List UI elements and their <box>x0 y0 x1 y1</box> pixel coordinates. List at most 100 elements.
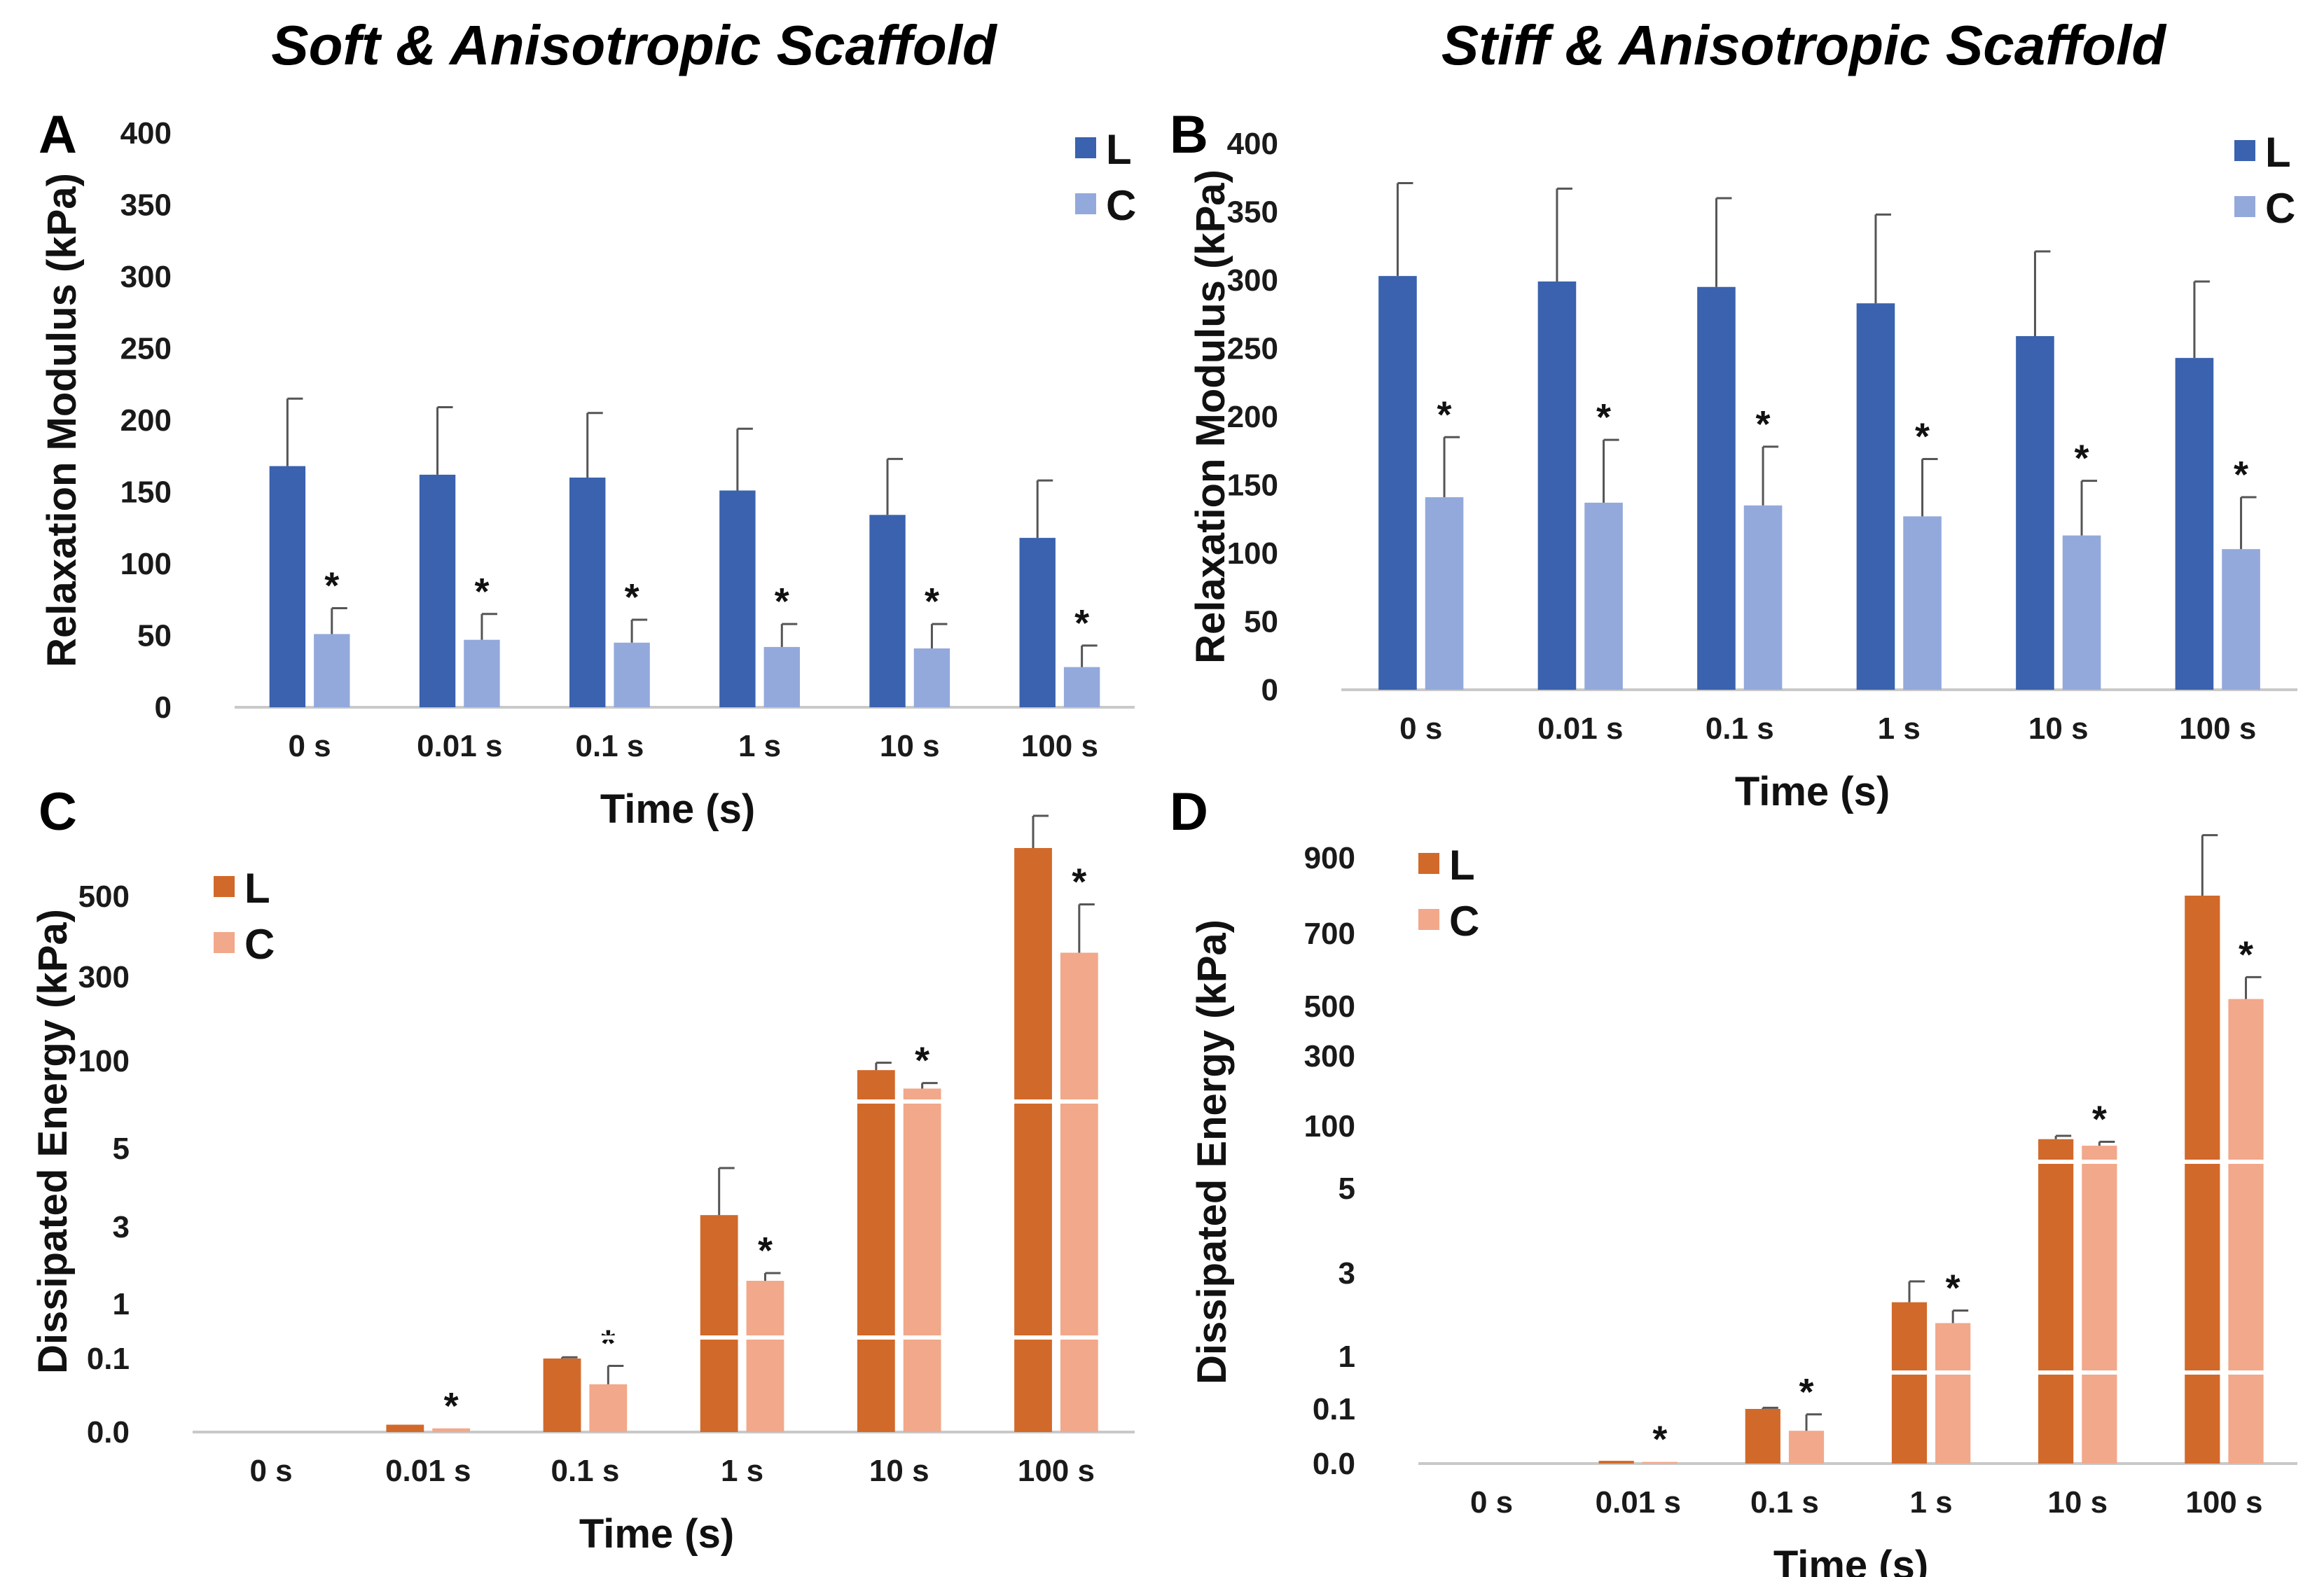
legend-label-L: L <box>1106 126 1132 173</box>
bar-C-0.01s <box>1642 1461 1678 1464</box>
x-tick-label: 0.01 s <box>385 1454 471 1488</box>
y-tick-label: 5 <box>113 1132 130 1166</box>
x-axis-title: Time (s) <box>579 1511 734 1557</box>
bar-L-10s <box>2016 335 2054 690</box>
y-tick-label: 100 <box>78 1044 130 1078</box>
y-tick-label: 200 <box>1227 400 1278 434</box>
bar-C-1s <box>1935 1323 1971 1464</box>
x-tick-label: 10 s <box>2047 1485 2108 1520</box>
significance-star: * <box>1074 602 1089 644</box>
y-tick-label: 300 <box>1227 263 1278 298</box>
x-tick-label: 0.1 s <box>1706 711 1774 746</box>
significance-star: * <box>1437 394 1452 436</box>
legend-swatch-L <box>2234 140 2255 161</box>
significance-star: * <box>324 565 339 607</box>
y-tick-label: 900 <box>1304 841 1355 875</box>
bar-C-1s <box>746 1281 784 1432</box>
y-tick-label: 0 <box>1261 673 1278 707</box>
y-tick-label: 50 <box>1244 605 1278 639</box>
y-tick-label: 200 <box>120 403 172 438</box>
right-column-title: Stiff & Anisotropic Scaffold <box>1441 14 2167 76</box>
bar-L-0s <box>269 466 306 707</box>
bar-C-1s <box>763 646 800 707</box>
bar-L-100s <box>2185 896 2220 1464</box>
bar-L-0.01s <box>1537 281 1577 690</box>
significance-star: * <box>1596 396 1611 438</box>
y-tick-label: 100 <box>1304 1109 1355 1144</box>
panel-label-A: A <box>39 105 77 165</box>
y-tick-label: 300 <box>120 260 172 294</box>
x-tick-label: 0.1 s <box>1750 1485 1819 1520</box>
y-tick-label: 350 <box>120 188 172 223</box>
legend-label-L: L <box>2265 129 2291 176</box>
bar-L-0s <box>1378 276 1417 690</box>
bar-C-100s <box>1060 952 1098 1432</box>
bar-C-0.01s <box>432 1428 471 1432</box>
y-tick-label: 400 <box>120 116 172 151</box>
bar-L-1s <box>1856 303 1895 690</box>
y-tick-label: 500 <box>1304 989 1355 1024</box>
significance-star: * <box>1072 861 1086 903</box>
panel-label-C: C <box>39 782 77 842</box>
bar-L-0.01s <box>1598 1461 1634 1464</box>
x-axis-title: Time (s) <box>1735 769 1890 814</box>
x-axis-title: Time (s) <box>1773 1543 1928 1577</box>
panel-label-D: D <box>1170 782 1208 842</box>
bar-C-10s <box>2062 535 2101 690</box>
significance-star: * <box>1915 415 1930 457</box>
significance-star: * <box>2075 438 2089 480</box>
significance-star: * <box>625 576 639 618</box>
x-tick-label: 0 s <box>288 729 331 763</box>
bar-C-0s <box>1425 497 1464 690</box>
bar-L-100s <box>2175 358 2214 690</box>
significance-star: * <box>2234 454 2248 496</box>
legend-swatch-L <box>1418 853 1439 874</box>
y-tick-label: 250 <box>1227 332 1278 366</box>
y-tick-label: 0.0 <box>87 1415 130 1450</box>
x-tick-label: 0.1 s <box>551 1454 619 1488</box>
bar-L-100s <box>1019 538 1056 707</box>
bar-C-10s <box>903 1088 941 1432</box>
bar-C-100s <box>1063 667 1100 707</box>
bar-L-0.1s <box>1745 1409 1780 1464</box>
x-tick-label: 100 s <box>1021 729 1098 763</box>
legend-swatch-C <box>2234 196 2255 217</box>
y-tick-label: 150 <box>120 475 172 510</box>
bar-L-0.01s <box>386 1424 424 1432</box>
significance-star: * <box>601 1323 616 1365</box>
legend-label-C: C <box>2265 185 2295 232</box>
significance-star: * <box>915 1040 929 1082</box>
bar-C-0s <box>314 634 350 707</box>
bar-L-0.1s <box>569 478 606 707</box>
y-tick-label: 400 <box>1227 127 1278 161</box>
significance-star: * <box>758 1230 773 1272</box>
panel-D: D 0.0 0.1 1 3 5 100 300 500 700 900 Dissipated Ener… <box>1170 782 2297 1577</box>
bar-C-100s <box>2228 999 2264 1464</box>
panel-label-B: B <box>1170 105 1208 165</box>
y-tick-label: 0.1 <box>1313 1392 1355 1426</box>
y-tick-label: 50 <box>137 619 172 653</box>
bar-C-10s <box>913 648 950 707</box>
x-tick-label: 1 s <box>738 729 781 763</box>
x-tick-label: 1 s <box>721 1454 763 1488</box>
bar-C-100s <box>2222 549 2260 690</box>
significance-star: * <box>1652 1419 1667 1461</box>
panel-B: B 0 50 100 150 200 250 300 350 400 Relaxation Modu… <box>1170 105 2297 814</box>
y-tick-label: 0.0 <box>1313 1447 1355 1481</box>
bar-L-1s <box>1891 1302 1928 1464</box>
bar-L-100s <box>1014 848 1052 1432</box>
y-axis-title: Dissipated Energy (kPa) <box>1189 919 1235 1384</box>
bar-L-0.01s <box>419 474 456 707</box>
y-tick-label: 0.1 <box>87 1342 130 1376</box>
significance-star: * <box>2239 933 2253 975</box>
x-tick-label: 10 s <box>880 729 940 763</box>
y-tick-label: 300 <box>1304 1039 1355 1074</box>
significance-star: * <box>1756 403 1771 445</box>
bar-C-0.1s <box>614 642 650 707</box>
bar-C-1s <box>1903 516 1942 690</box>
y-tick-label: 150 <box>1227 468 1278 503</box>
significance-star: * <box>2092 1098 2107 1140</box>
x-tick-label: 0 s <box>249 1454 292 1488</box>
